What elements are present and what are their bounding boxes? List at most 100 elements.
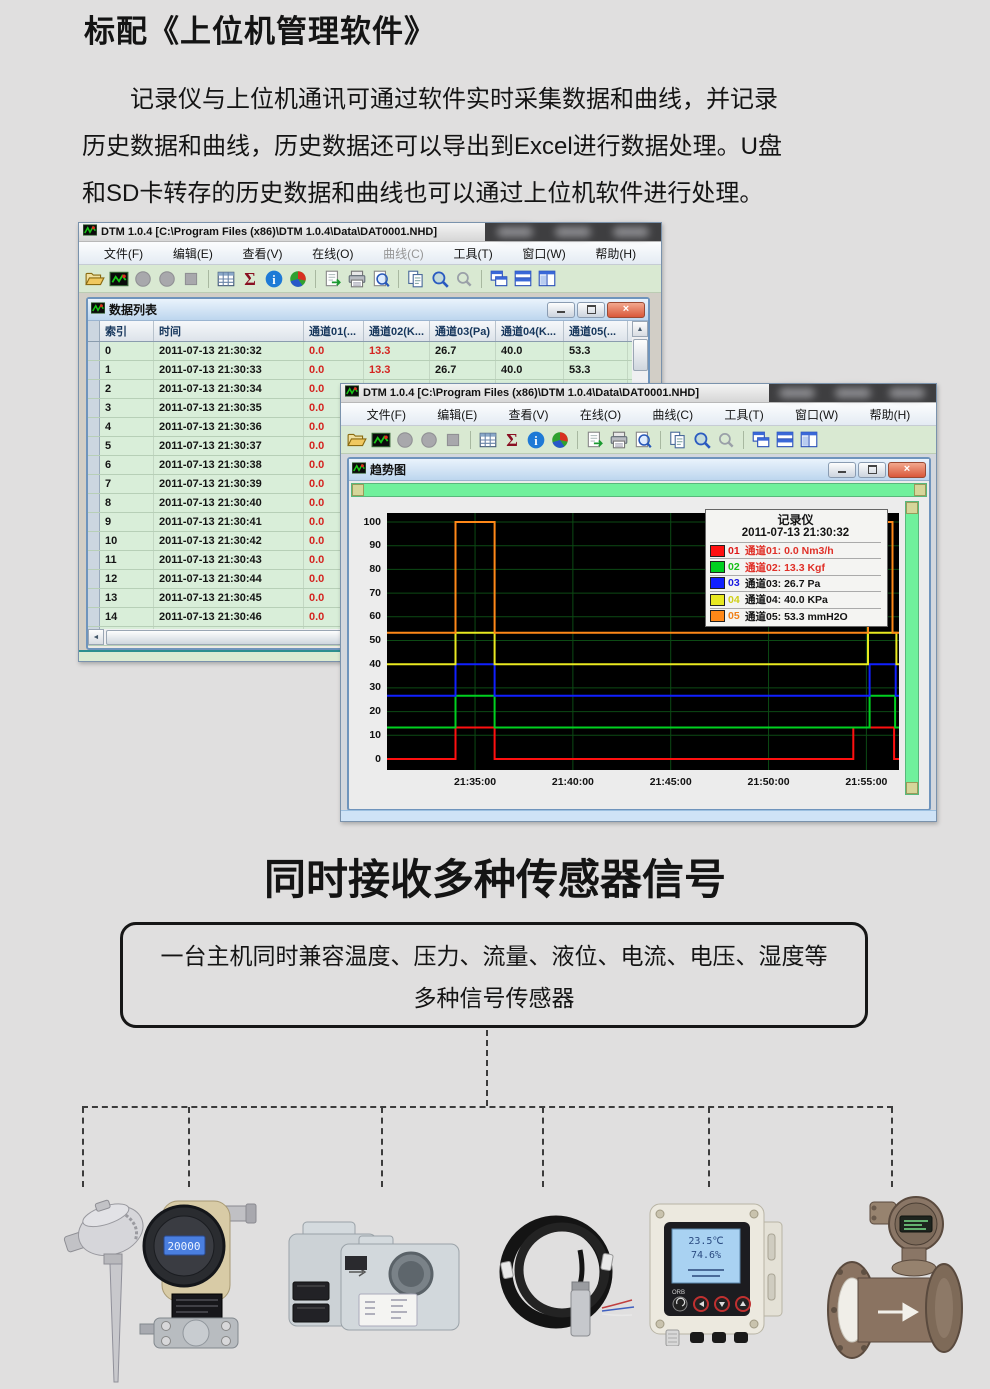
column-header[interactable]: 时间 (154, 321, 304, 341)
record-a-icon[interactable] (395, 430, 415, 450)
y-tick-label: 30 (369, 681, 381, 694)
menu-item[interactable]: 文件(F) (366, 407, 406, 422)
stop-icon[interactable] (181, 269, 201, 289)
sigma-icon[interactable]: Σ (502, 430, 522, 450)
zoom-in-icon[interactable] (430, 269, 450, 289)
zoom-more-icon[interactable] (454, 269, 474, 289)
menu-item[interactable]: 查看(V) (242, 246, 283, 261)
chart-horizontal-scrollbar[interactable] (351, 483, 927, 497)
print-preview-icon[interactable] (371, 269, 391, 289)
scrollbar-end[interactable] (352, 484, 364, 496)
data-grid-icon[interactable] (216, 269, 236, 289)
scrollbar-end[interactable] (906, 502, 918, 514)
svg-text:Σ: Σ (506, 430, 518, 450)
scroll-thumb[interactable] (633, 339, 648, 371)
menu-item[interactable]: 查看(V) (508, 407, 549, 422)
minimize-button[interactable] (547, 301, 575, 318)
menu-item[interactable]: 工具(T) (724, 407, 764, 422)
scroll-up-button[interactable]: ▲ (632, 321, 648, 337)
record-b-icon[interactable] (419, 430, 439, 450)
chart-vertical-scrollbar[interactable] (905, 501, 919, 795)
menu-item[interactable]: 在线(O) (312, 246, 354, 261)
table-row[interactable]: 1 2011-07-13 21:30:33 0.0 13.3 26.7 40.0 53.3 (88, 361, 648, 380)
print-icon[interactable] (347, 269, 367, 289)
export-excel-icon[interactable] (585, 430, 605, 450)
menu-item[interactable]: 窗口(W) (794, 407, 839, 422)
print-preview-icon[interactable] (633, 430, 653, 450)
data-grid-icon[interactable] (478, 430, 498, 450)
box-line: 多种信号传感器 (413, 985, 575, 1011)
scroll-left-button[interactable]: ◄ (88, 629, 104, 645)
menu-item[interactable]: 帮助(H) (869, 407, 911, 422)
restore-button[interactable] (577, 301, 605, 318)
menu-bar: 文件(F) 编辑(E) 查看(V) 在线(O) 曲线(C) 工具(T) 窗口(W) 帮助(H) (79, 242, 661, 265)
menu-item[interactable]: 编辑(E) (437, 407, 478, 422)
zoom-more-icon[interactable] (716, 430, 736, 450)
chart-legend: 记录仪 2011-07-13 21:30:32 01 通道01: 0.0 Nm3/… (705, 509, 888, 627)
connector-drop (891, 1107, 893, 1187)
menu-item[interactable]: 曲线(C) (383, 246, 424, 261)
connector-drop (82, 1107, 84, 1187)
legend-entry[interactable]: 02 通道02: 13.3 Kgf (710, 559, 881, 576)
trend-window: 趋势图 × 100 90 80 70 60 50 40 30 20 10 0 21:35:00 21:… (347, 457, 931, 811)
menu-item[interactable]: 编辑(E) (172, 246, 213, 261)
table-row[interactable]: 0 2011-07-13 21:30:32 0.0 13.3 26.7 40.0 53.3 (88, 342, 648, 361)
legend-entry[interactable]: 01 通道01: 0.0 Nm3/h (710, 543, 881, 560)
column-header[interactable]: 通道03(Pa) (430, 321, 496, 341)
cascade-windows-icon[interactable] (489, 269, 509, 289)
open-folder-icon[interactable] (347, 430, 367, 450)
info-icon[interactable]: i (264, 269, 284, 289)
scrollbar-end[interactable] (906, 782, 918, 794)
print-icon[interactable] (609, 430, 629, 450)
row-gutter (88, 321, 100, 341)
menu-item[interactable]: 窗口(W) (522, 246, 566, 261)
zoom-in-icon[interactable] (692, 430, 712, 450)
cascade-windows-icon[interactable] (751, 430, 771, 450)
column-header[interactable]: 通道05(... (564, 321, 628, 341)
x-tick-label: 21:55:00 (845, 776, 888, 788)
window-titlebar[interactable]: DTM 1.0.4 [C:\Program Files (x86)\DTM 1.… (79, 223, 661, 242)
minimize-button[interactable] (828, 461, 856, 478)
menu-item[interactable]: 工具(T) (453, 246, 493, 261)
close-button[interactable]: × (888, 461, 926, 478)
copy-icon[interactable] (668, 430, 688, 450)
close-button[interactable]: × (607, 301, 645, 318)
info-icon[interactable]: i (526, 430, 546, 450)
pie-chart-icon[interactable] (288, 269, 308, 289)
tile-horizontal-icon[interactable] (775, 430, 795, 450)
pie-chart-icon[interactable] (550, 430, 570, 450)
app-chart-icon[interactable] (109, 269, 129, 289)
tile-vertical-icon[interactable] (537, 269, 557, 289)
tile-vertical-icon[interactable] (799, 430, 819, 450)
table-cell: 11 (100, 551, 154, 569)
legend-entry[interactable]: 05 通道05: 53.3 mmH2O (710, 609, 881, 624)
menu-item[interactable]: 曲线(C) (652, 407, 694, 422)
column-header[interactable]: 索引 (100, 321, 154, 341)
menu-item[interactable]: 帮助(H) (595, 246, 637, 261)
column-header[interactable]: 通道04(K... (496, 321, 564, 341)
trend-titlebar[interactable]: 趋势图 × (349, 459, 929, 481)
menu-item[interactable]: 文件(F) (103, 246, 144, 261)
copy-icon[interactable] (406, 269, 426, 289)
column-header[interactable]: 通道02(K... (364, 321, 430, 341)
window-titlebar[interactable]: DTM 1.0.4 [C:\Program Files (x86)\DTM 1.… (341, 384, 936, 403)
open-folder-icon[interactable] (85, 269, 105, 289)
app-chart-icon[interactable] (371, 430, 391, 450)
restore-button[interactable] (858, 461, 886, 478)
legend-entry[interactable]: 04 通道04: 40.0 KPa (710, 592, 881, 609)
stop-icon[interactable] (443, 430, 463, 450)
tile-horizontal-icon[interactable] (513, 269, 533, 289)
export-excel-icon[interactable] (323, 269, 343, 289)
scrollbar-end[interactable] (914, 484, 926, 496)
data-list-titlebar[interactable]: 数据列表 × (88, 299, 648, 321)
record-b-icon[interactable] (157, 269, 177, 289)
table-cell: 2011-07-13 21:30:34 (154, 380, 304, 398)
sigma-icon[interactable]: Σ (240, 269, 260, 289)
menu-item[interactable]: 在线(O) (579, 407, 622, 422)
column-header[interactable]: 通道01(... (304, 321, 364, 341)
record-a-icon[interactable] (133, 269, 153, 289)
table-cell: 10 (100, 532, 154, 550)
legend-entry[interactable]: 03 通道03: 26.7 Pa (710, 576, 881, 593)
titlebar-blur (485, 223, 661, 241)
